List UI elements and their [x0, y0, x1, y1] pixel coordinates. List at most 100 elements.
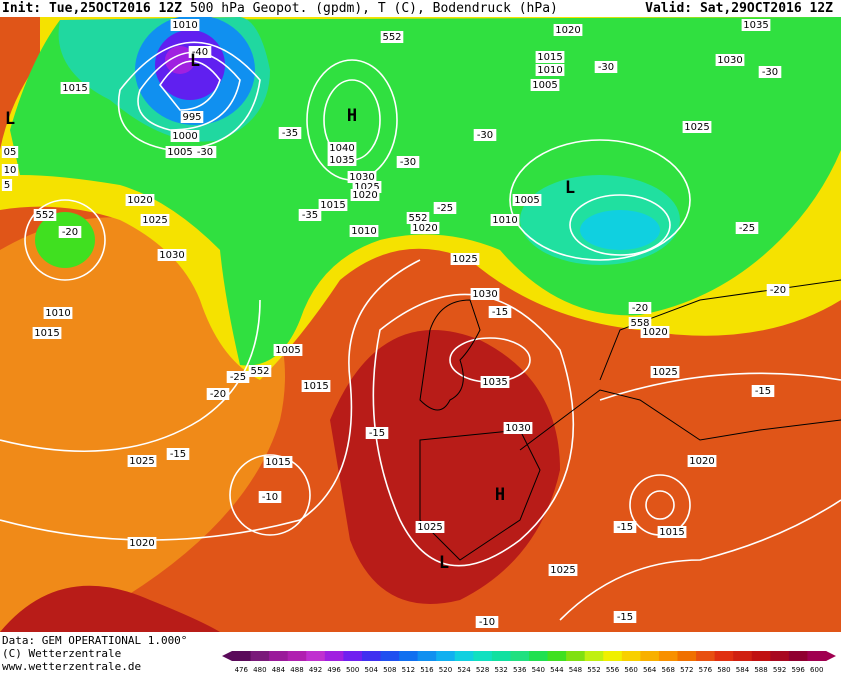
colorbar-swatch [269, 651, 289, 661]
contour-label: -25 [739, 223, 755, 234]
contour-label: -15 [617, 612, 633, 623]
contour-label: -40 [192, 47, 208, 58]
isobar [569, 194, 671, 256]
label-box [1, 164, 19, 176]
pressure-center: H [347, 106, 357, 126]
contour-label: 1010 [45, 308, 70, 319]
init-label: Init: Tue,25OCT2016 12Z [2, 1, 182, 16]
contour-label: -15 [617, 522, 633, 533]
label-box [535, 64, 565, 76]
label-box [488, 306, 512, 318]
contour-label: 552 [408, 213, 427, 224]
label-box [735, 222, 759, 234]
contour-label: 1025 [550, 565, 575, 576]
colorbar-swatch [658, 651, 678, 661]
colorbar-swatch [417, 651, 437, 661]
colorbar-swatch [287, 651, 307, 661]
contour-label: 1030 [505, 423, 530, 434]
contour-label: -30 [477, 130, 493, 141]
colorbar-label: 516 [420, 666, 434, 674]
contour-label: 1025 [684, 122, 709, 133]
contour-label: 1005 [275, 345, 300, 356]
contour-label: 1035 [329, 155, 354, 166]
contour-label: -20 [62, 227, 78, 238]
label-box [349, 225, 379, 237]
colorbar-swatch [436, 651, 456, 661]
label-box [278, 127, 302, 139]
label-box [318, 199, 348, 211]
colorbar-label: 500 [346, 666, 359, 674]
colorbar-swatch [733, 651, 753, 661]
contour-label: -30 [400, 157, 416, 168]
label-box [512, 194, 542, 206]
colorbar-swatch [714, 651, 734, 661]
colorbar-label: 476 [235, 666, 249, 674]
label-box [715, 54, 745, 66]
contour-label: 1025 [142, 215, 167, 226]
isobar [117, 41, 261, 151]
colorbar-swatch [529, 651, 549, 661]
contour-label: -30 [197, 147, 213, 158]
label-box [490, 214, 520, 226]
contour-label: 1015 [34, 328, 59, 339]
contour-label: 1015 [659, 527, 684, 538]
colorbar-label: 600 [810, 666, 823, 674]
label-box [741, 19, 771, 31]
label-box [613, 521, 637, 533]
colorbar-label: 536 [513, 666, 527, 674]
label-box [613, 611, 637, 623]
colorbar-label: 584 [736, 666, 750, 674]
label-box [1, 179, 13, 191]
colorbar-label: 544 [550, 666, 564, 674]
label-box [410, 222, 440, 234]
contour-label: 1000 [172, 131, 197, 142]
colorbar-swatch [584, 651, 604, 661]
contour-label: 1010 [537, 65, 562, 76]
colorbar-swatch [788, 651, 808, 661]
isobar [159, 60, 221, 111]
label-box [365, 427, 389, 439]
contour-label: -35 [282, 128, 298, 139]
contour-label: 1025 [452, 254, 477, 265]
contour-label: 1010 [492, 215, 517, 226]
contour-label: 1030 [472, 289, 497, 300]
pressure-center: L [565, 178, 575, 198]
colorbar-swatch [677, 651, 697, 661]
label-box [553, 24, 583, 36]
contour-label: 1010 [351, 226, 376, 237]
colorbar-swatch [380, 651, 400, 661]
colorbar-swatch [324, 651, 344, 661]
contour-label: 1030 [349, 172, 374, 183]
colorbar-label: 492 [309, 666, 322, 674]
contour-label: 1035 [482, 377, 507, 388]
colorbar-swatch [306, 651, 326, 661]
colorbar-swatch [510, 651, 530, 661]
colorbar-label: 496 [327, 666, 341, 674]
label-box [347, 171, 377, 183]
contour-label: -15 [492, 307, 508, 318]
colorbar-label: 488 [290, 666, 303, 674]
contour-label: 1030 [159, 250, 184, 261]
isobar [24, 199, 106, 281]
isobar [137, 51, 241, 131]
contour-label: -20 [632, 303, 648, 314]
label-box [628, 302, 652, 314]
contour-label: 1005 [532, 80, 557, 91]
label-box [273, 344, 303, 356]
contour-label: -15 [369, 428, 385, 439]
label-box [60, 82, 90, 94]
label-box [301, 380, 331, 392]
label-box [188, 46, 212, 58]
colorbar-swatch [621, 651, 641, 661]
colorbar-swatch [250, 651, 270, 661]
label-box [396, 156, 420, 168]
label-box [433, 202, 457, 214]
label-box [450, 253, 480, 265]
label-box [530, 79, 560, 91]
cyan-low [580, 210, 660, 250]
colorbar-swatch [640, 651, 660, 661]
label-box [406, 212, 430, 224]
contour-label: 1015 [265, 457, 290, 468]
